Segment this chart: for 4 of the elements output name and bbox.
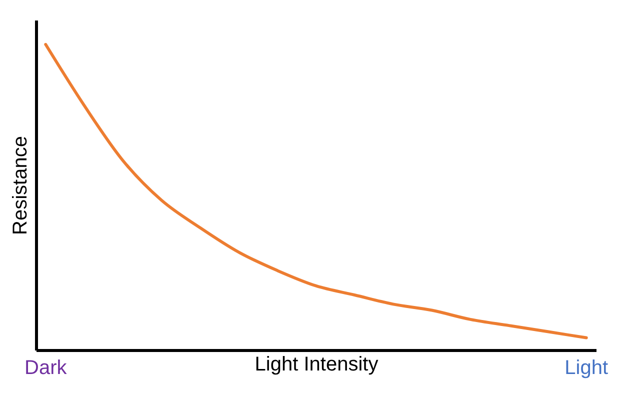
y-axis-title: Resistance bbox=[10, 136, 32, 235]
text: Light bbox=[564, 357, 608, 379]
text: Dark bbox=[24, 357, 68, 379]
x-axis-title: Light Intensity bbox=[254, 354, 378, 376]
